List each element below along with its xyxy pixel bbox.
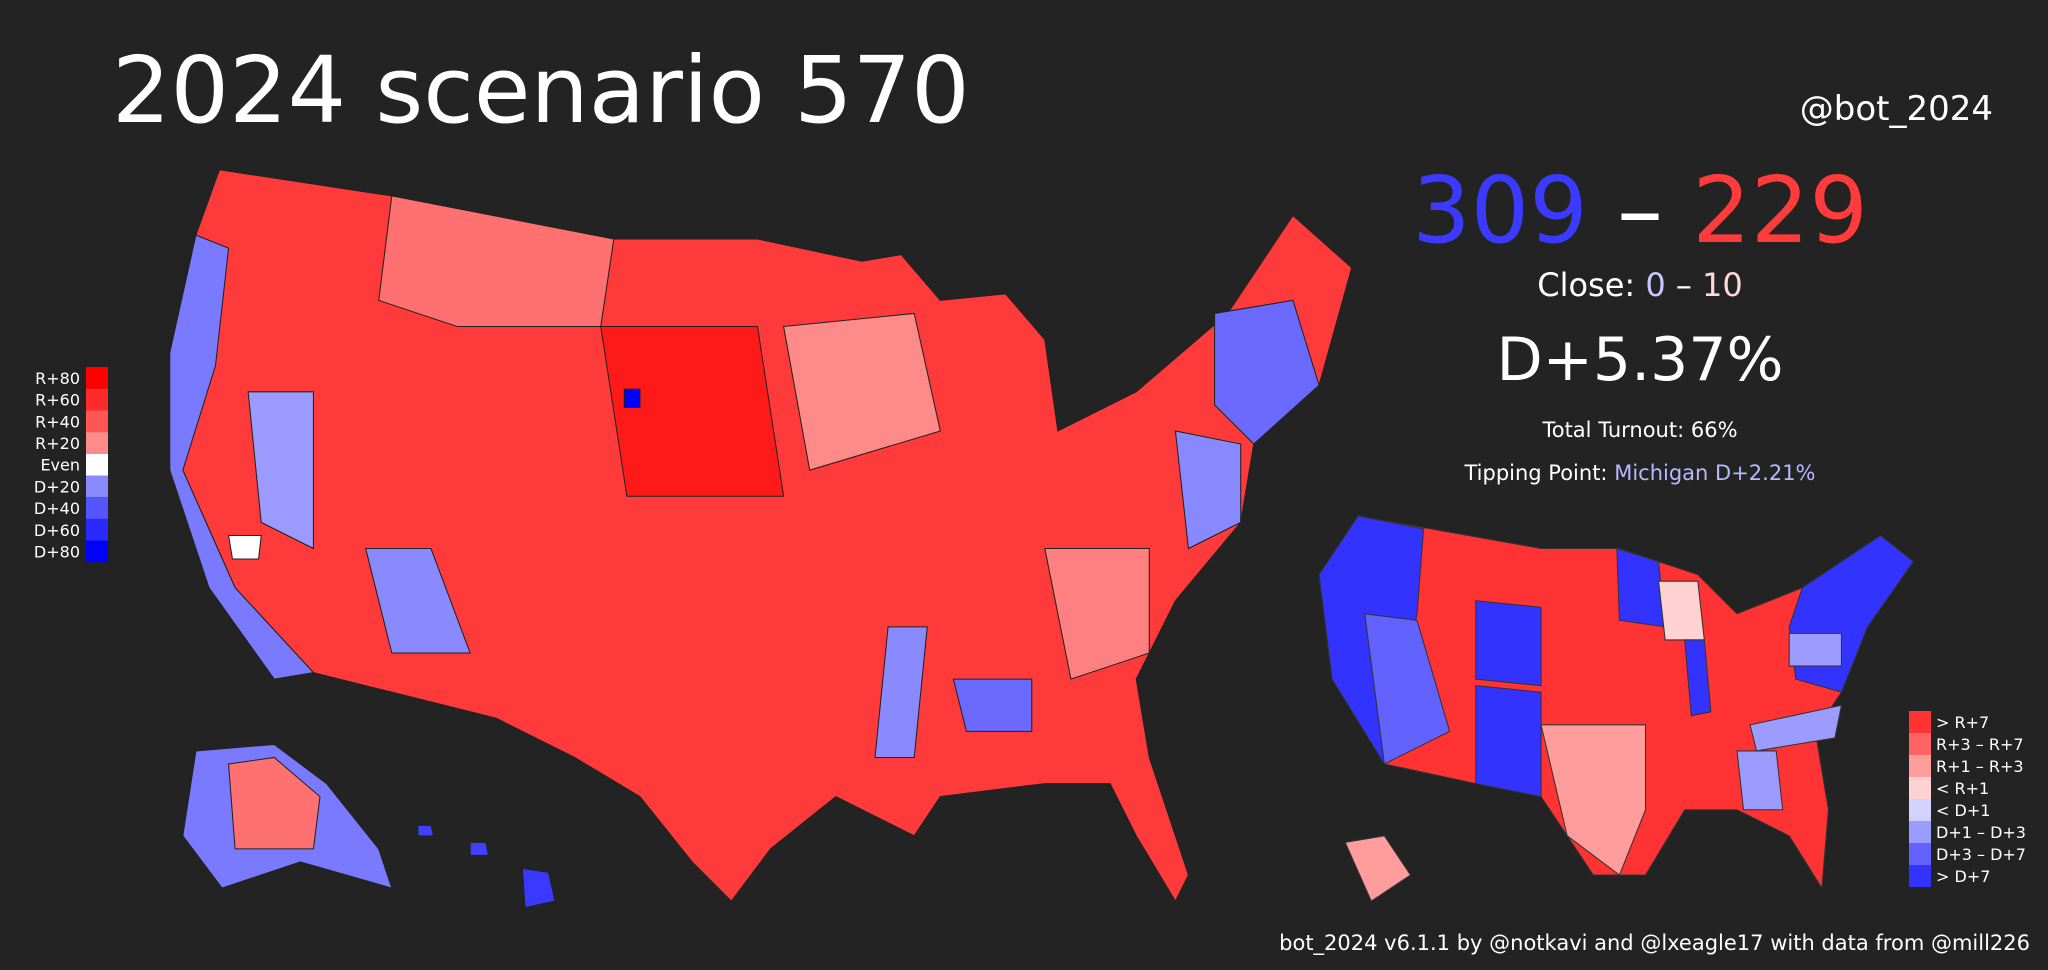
legend-label: Even — [40, 456, 80, 475]
score: 309 – 229 Close: 0 – 10 D+5.37% Total Tu… — [1412, 157, 1868, 485]
title: 2024 scenario 570 — [112, 37, 970, 144]
legend-label: R+80 — [35, 369, 80, 388]
legend-label: D+1 – D+3 — [1936, 823, 2026, 842]
legend-label: D+80 — [34, 542, 80, 561]
legend-label: R+20 — [35, 434, 80, 453]
score-separator: – — [1617, 157, 1663, 264]
legend-swatch — [1909, 821, 1931, 843]
legend-swatch — [86, 410, 108, 433]
close-separator: – — [1676, 266, 1692, 304]
electoral-votes: 309 – 229 — [1412, 157, 1868, 264]
dem-ev: 309 — [1412, 157, 1588, 264]
legend-label: D+40 — [34, 499, 80, 518]
rep-ev: 229 — [1692, 157, 1868, 264]
legend-swatch — [86, 367, 108, 389]
legend-label: R+60 — [35, 391, 80, 410]
legend-label: D+3 – D+7 — [1936, 845, 2026, 864]
close-rep: 10 — [1702, 266, 1743, 304]
state-legend: > R+7 R+3 – R+7 R+1 – R+3 < R+1 < D+1 D+1 – D… — [1909, 711, 2026, 887]
legend-label: R+3 – R+7 — [1936, 735, 2024, 754]
close-dem: 0 — [1645, 266, 1665, 304]
handle: @bot_2024 — [1800, 89, 1993, 129]
legend-label: D+60 — [34, 521, 80, 540]
state-map — [1318, 515, 1914, 902]
legend-swatch — [86, 540, 108, 563]
county-map — [169, 169, 1353, 909]
legend-label: R+40 — [35, 412, 80, 431]
legend-swatch — [86, 453, 108, 476]
legend-swatch — [1909, 865, 1931, 887]
county-legend: R+80 R+60 R+40 R+20 Even D+20 D+40 D+60 D+80 — [34, 367, 108, 563]
tipping-value: Michigan D+2.21% — [1614, 461, 1815, 485]
legend-label: < D+1 — [1936, 801, 1990, 820]
turnout: Total Turnout: 66% — [1541, 418, 1737, 442]
close-states: Close: 0 – 10 — [1537, 266, 1743, 304]
legend-swatch — [1909, 755, 1931, 777]
footer: bot_2024 v6.1.1 by @notkavi and @lxeagle… — [1279, 931, 2030, 956]
legend-swatch — [1909, 843, 1931, 865]
legend-swatch — [86, 388, 108, 411]
legend-label: > D+7 — [1936, 867, 1990, 886]
legend-swatch — [86, 475, 108, 498]
close-label: Close: — [1537, 266, 1635, 304]
legend-label: D+20 — [34, 477, 80, 496]
legend-swatch — [1909, 711, 1931, 733]
legend-label: < R+1 — [1936, 779, 1989, 798]
legend-swatch — [1909, 733, 1931, 755]
legend-swatch — [86, 518, 108, 541]
legend-swatch — [86, 432, 108, 454]
legend-label: R+1 – R+3 — [1936, 757, 2024, 776]
legend-swatch — [1909, 799, 1931, 821]
popular-margin: D+5.37% — [1496, 325, 1783, 395]
tipping-point: Tipping Point: Michigan D+2.21% — [1463, 461, 1815, 485]
legend-swatch — [1909, 777, 1931, 799]
legend-swatch — [86, 497, 108, 519]
legend-label: > R+7 — [1936, 713, 1989, 732]
tipping-label: Tipping Point: — [1463, 461, 1607, 485]
